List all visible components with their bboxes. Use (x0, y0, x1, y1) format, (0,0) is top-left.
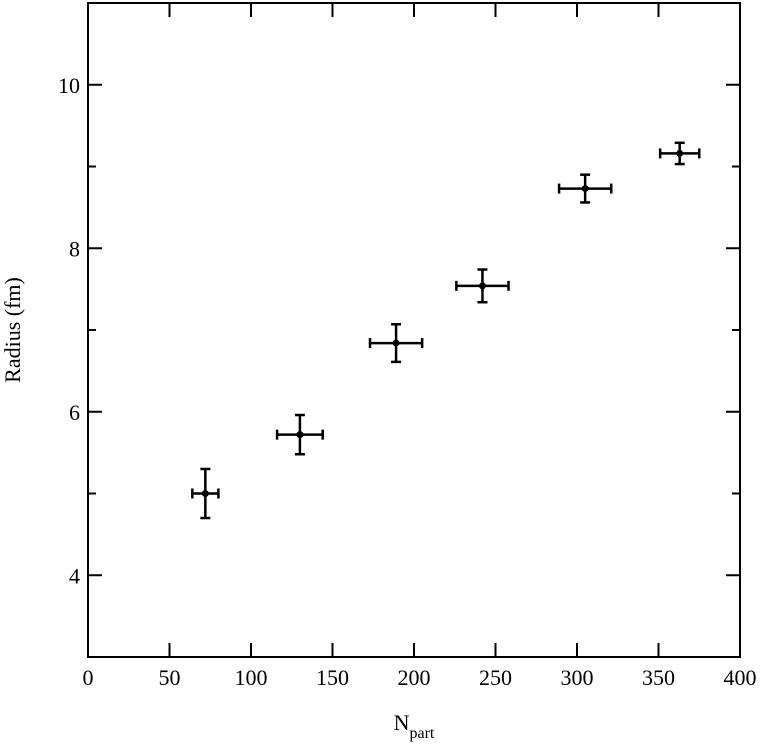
y-tick-label: 6 (69, 400, 80, 425)
x-tick-label: 350 (642, 665, 675, 690)
point (676, 149, 684, 157)
x-axis-label-sub: part (410, 725, 435, 742)
point (478, 282, 486, 290)
point (581, 185, 589, 193)
x-tick-label: 250 (479, 665, 512, 690)
point (296, 431, 304, 439)
x-axis-label: Npart (394, 710, 435, 742)
x-tick-label: 300 (561, 665, 594, 690)
y-tick-label: 4 (69, 563, 80, 588)
x-tick-label: 200 (398, 665, 431, 690)
x-tick-label: 400 (724, 665, 757, 690)
y-axis-label: Radius (fm) (0, 277, 25, 383)
point (201, 490, 209, 497)
point (392, 339, 400, 347)
plot-frame (87, 2, 741, 658)
x-tick-label: 0 (83, 665, 94, 690)
x-tick-label: 100 (235, 665, 268, 690)
x-tick-label: 50 (159, 665, 181, 690)
x-tick-label: 150 (316, 665, 349, 690)
y-tick-label: 10 (58, 73, 80, 98)
y-tick-label: 8 (69, 236, 80, 261)
x-axis-label-main: N (394, 710, 410, 735)
